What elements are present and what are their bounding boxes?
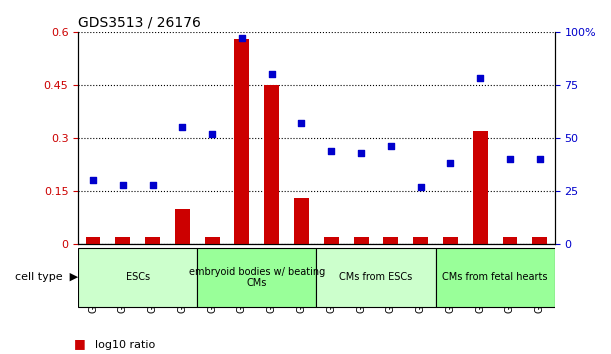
Point xyxy=(296,120,306,126)
Point xyxy=(207,131,217,137)
Bar xyxy=(473,131,488,244)
Bar xyxy=(86,237,100,244)
Point xyxy=(505,156,515,162)
Text: embryoid bodies w/ beating
CMs: embryoid bodies w/ beating CMs xyxy=(189,267,325,288)
Bar xyxy=(502,237,518,244)
Point xyxy=(326,148,336,154)
Bar xyxy=(294,198,309,244)
Bar xyxy=(265,85,279,244)
Point xyxy=(267,71,277,77)
FancyBboxPatch shape xyxy=(436,247,555,307)
Text: ■: ■ xyxy=(73,337,86,350)
Bar xyxy=(235,39,249,244)
Point xyxy=(386,144,396,149)
Point xyxy=(475,75,485,81)
Bar xyxy=(354,237,368,244)
Text: GDS3513 / 26176: GDS3513 / 26176 xyxy=(78,15,201,29)
Point xyxy=(177,124,187,130)
Bar xyxy=(324,237,338,244)
Text: cell type  ▶: cell type ▶ xyxy=(15,273,78,282)
FancyBboxPatch shape xyxy=(316,247,436,307)
Point xyxy=(148,182,158,188)
FancyBboxPatch shape xyxy=(197,247,316,307)
Bar xyxy=(383,237,398,244)
Bar xyxy=(443,237,458,244)
Bar xyxy=(413,237,428,244)
Point xyxy=(445,161,455,166)
Text: CMs from fetal hearts: CMs from fetal hearts xyxy=(442,273,548,282)
Bar xyxy=(205,237,219,244)
Point xyxy=(356,150,366,156)
Point xyxy=(88,178,98,183)
FancyBboxPatch shape xyxy=(78,247,197,307)
Point xyxy=(415,184,425,190)
Bar xyxy=(532,237,547,244)
Text: CMs from ESCs: CMs from ESCs xyxy=(339,273,412,282)
Point xyxy=(535,156,544,162)
Text: ESCs: ESCs xyxy=(126,273,150,282)
Bar xyxy=(115,237,130,244)
Bar xyxy=(145,237,160,244)
Bar xyxy=(175,209,190,244)
Point xyxy=(118,182,128,188)
Point xyxy=(237,35,247,41)
Text: log10 ratio: log10 ratio xyxy=(95,341,155,350)
